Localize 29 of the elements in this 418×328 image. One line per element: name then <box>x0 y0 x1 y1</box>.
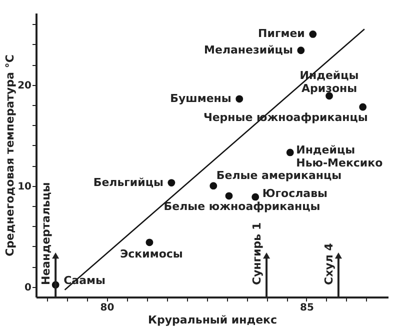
point <box>146 238 154 246</box>
point <box>210 182 218 190</box>
annotation: Белые американцы <box>216 168 342 182</box>
annotation: Пигмеи <box>258 27 305 40</box>
y-tick-label: 10 <box>18 181 32 192</box>
point <box>286 148 294 156</box>
x-axis-title: Круральный индекс <box>148 314 278 326</box>
y-axis-title: Среднегодовая температура °C <box>4 54 17 256</box>
annotation: Бельгийцы <box>93 176 164 189</box>
annotation: Белые южноафриканцы <box>164 200 320 213</box>
annotation: Эскимосы <box>120 247 183 260</box>
annotation: Меланезийцы <box>204 43 293 56</box>
point <box>309 30 317 38</box>
y-tick-label: 0 <box>24 282 32 294</box>
point <box>359 103 367 111</box>
point <box>225 192 233 200</box>
annotation: Югославы <box>262 186 328 200</box>
point <box>252 193 260 201</box>
point <box>236 95 244 103</box>
y-tick-label: 20 <box>18 80 32 92</box>
x-tick-label: 85 <box>300 302 314 314</box>
annotation: Бушмены <box>170 92 232 105</box>
point <box>168 179 176 186</box>
annotation: Индейцы Нью-Мексико <box>296 143 384 170</box>
point <box>297 46 305 54</box>
annotation: Схул 4 <box>322 242 336 285</box>
x-tick-label: 80 <box>100 302 114 314</box>
annotation: Сунгирь 1 <box>250 222 264 285</box>
annotation: Неандертальцы <box>40 182 53 285</box>
